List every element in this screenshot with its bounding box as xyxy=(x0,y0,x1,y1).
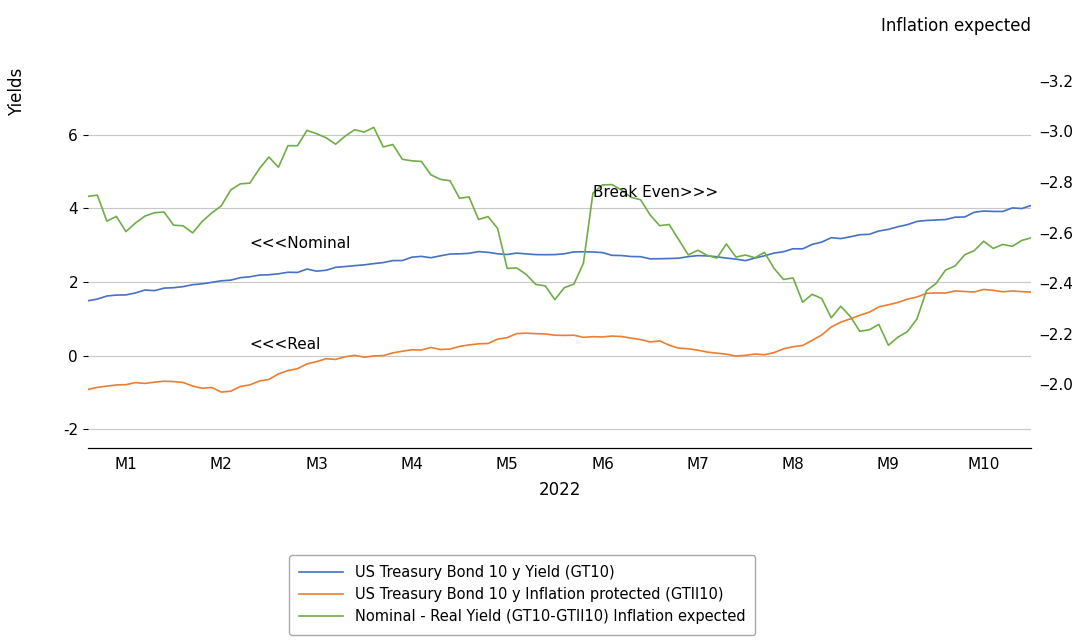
Nominal - Real Yield (GT10-GTII10) Inflation expected xyxy=(967,247,980,254)
Nominal - Real Yield (GT10-GTII10) Inflation expected xyxy=(577,259,590,267)
Nominal - Real Yield (GT10-GTII10) Inflation expected xyxy=(653,222,666,230)
Nominal - Real Yield (GT10-GTII10) Inflation expected xyxy=(82,193,95,200)
US Treasury Bond 10 y Yield (GT10) xyxy=(644,255,657,263)
Line: US Treasury Bond 10 y Yield (GT10): US Treasury Bond 10 y Yield (GT10) xyxy=(88,205,1031,301)
Text: <<<Nominal: <<<Nominal xyxy=(250,236,351,251)
US Treasury Bond 10 y Yield (GT10) xyxy=(977,207,990,215)
Nominal - Real Yield (GT10-GTII10) Inflation expected xyxy=(997,241,1010,248)
Text: <<<Real: <<<Real xyxy=(250,337,321,352)
Nominal - Real Yield (GT10-GTII10) Inflation expected xyxy=(1025,234,1038,241)
Line: Nominal - Real Yield (GT10-GTII10) Inflation expected: Nominal - Real Yield (GT10-GTII10) Infla… xyxy=(88,127,1031,345)
US Treasury Bond 10 y Inflation protected (GTII10) xyxy=(977,286,990,293)
US Treasury Bond 10 y Inflation protected (GTII10) xyxy=(653,337,666,345)
US Treasury Bond 10 y Inflation protected (GTII10) xyxy=(997,288,1010,295)
Nominal - Real Yield (GT10-GTII10) Inflation expected xyxy=(300,126,313,134)
Nominal - Real Yield (GT10-GTII10) Inflation expected xyxy=(262,153,275,161)
US Treasury Bond 10 y Inflation protected (GTII10) xyxy=(214,388,227,396)
US Treasury Bond 10 y Inflation protected (GTII10) xyxy=(82,386,95,394)
US Treasury Bond 10 y Yield (GT10) xyxy=(300,265,313,273)
US Treasury Bond 10 y Inflation protected (GTII10) xyxy=(310,358,323,365)
Nominal - Real Yield (GT10-GTII10) Inflation expected xyxy=(368,123,381,131)
US Treasury Bond 10 y Yield (GT10) xyxy=(949,213,962,221)
US Treasury Bond 10 y Inflation protected (GTII10) xyxy=(272,370,285,377)
US Treasury Bond 10 y Yield (GT10) xyxy=(82,297,95,305)
Nominal - Real Yield (GT10-GTII10) Inflation expected xyxy=(882,342,895,349)
US Treasury Bond 10 y Yield (GT10) xyxy=(1025,202,1038,209)
X-axis label: 2022: 2022 xyxy=(539,481,581,499)
Text: Inflation expected: Inflation expected xyxy=(881,17,1031,35)
US Treasury Bond 10 y Yield (GT10) xyxy=(262,271,275,279)
Line: US Treasury Bond 10 y Inflation protected (GTII10): US Treasury Bond 10 y Inflation protecte… xyxy=(88,290,1031,392)
Legend: US Treasury Bond 10 y Yield (GT10), US Treasury Bond 10 y Inflation protected (G: US Treasury Bond 10 y Yield (GT10), US T… xyxy=(289,555,755,635)
US Treasury Bond 10 y Inflation protected (GTII10) xyxy=(577,333,590,341)
US Treasury Bond 10 y Yield (GT10) xyxy=(567,248,580,256)
Text: Break Even>>>: Break Even>>> xyxy=(593,185,718,200)
US Treasury Bond 10 y Inflation protected (GTII10) xyxy=(1025,288,1038,296)
Y-axis label: Yields: Yields xyxy=(9,67,26,116)
US Treasury Bond 10 y Inflation protected (GTII10) xyxy=(959,288,972,295)
